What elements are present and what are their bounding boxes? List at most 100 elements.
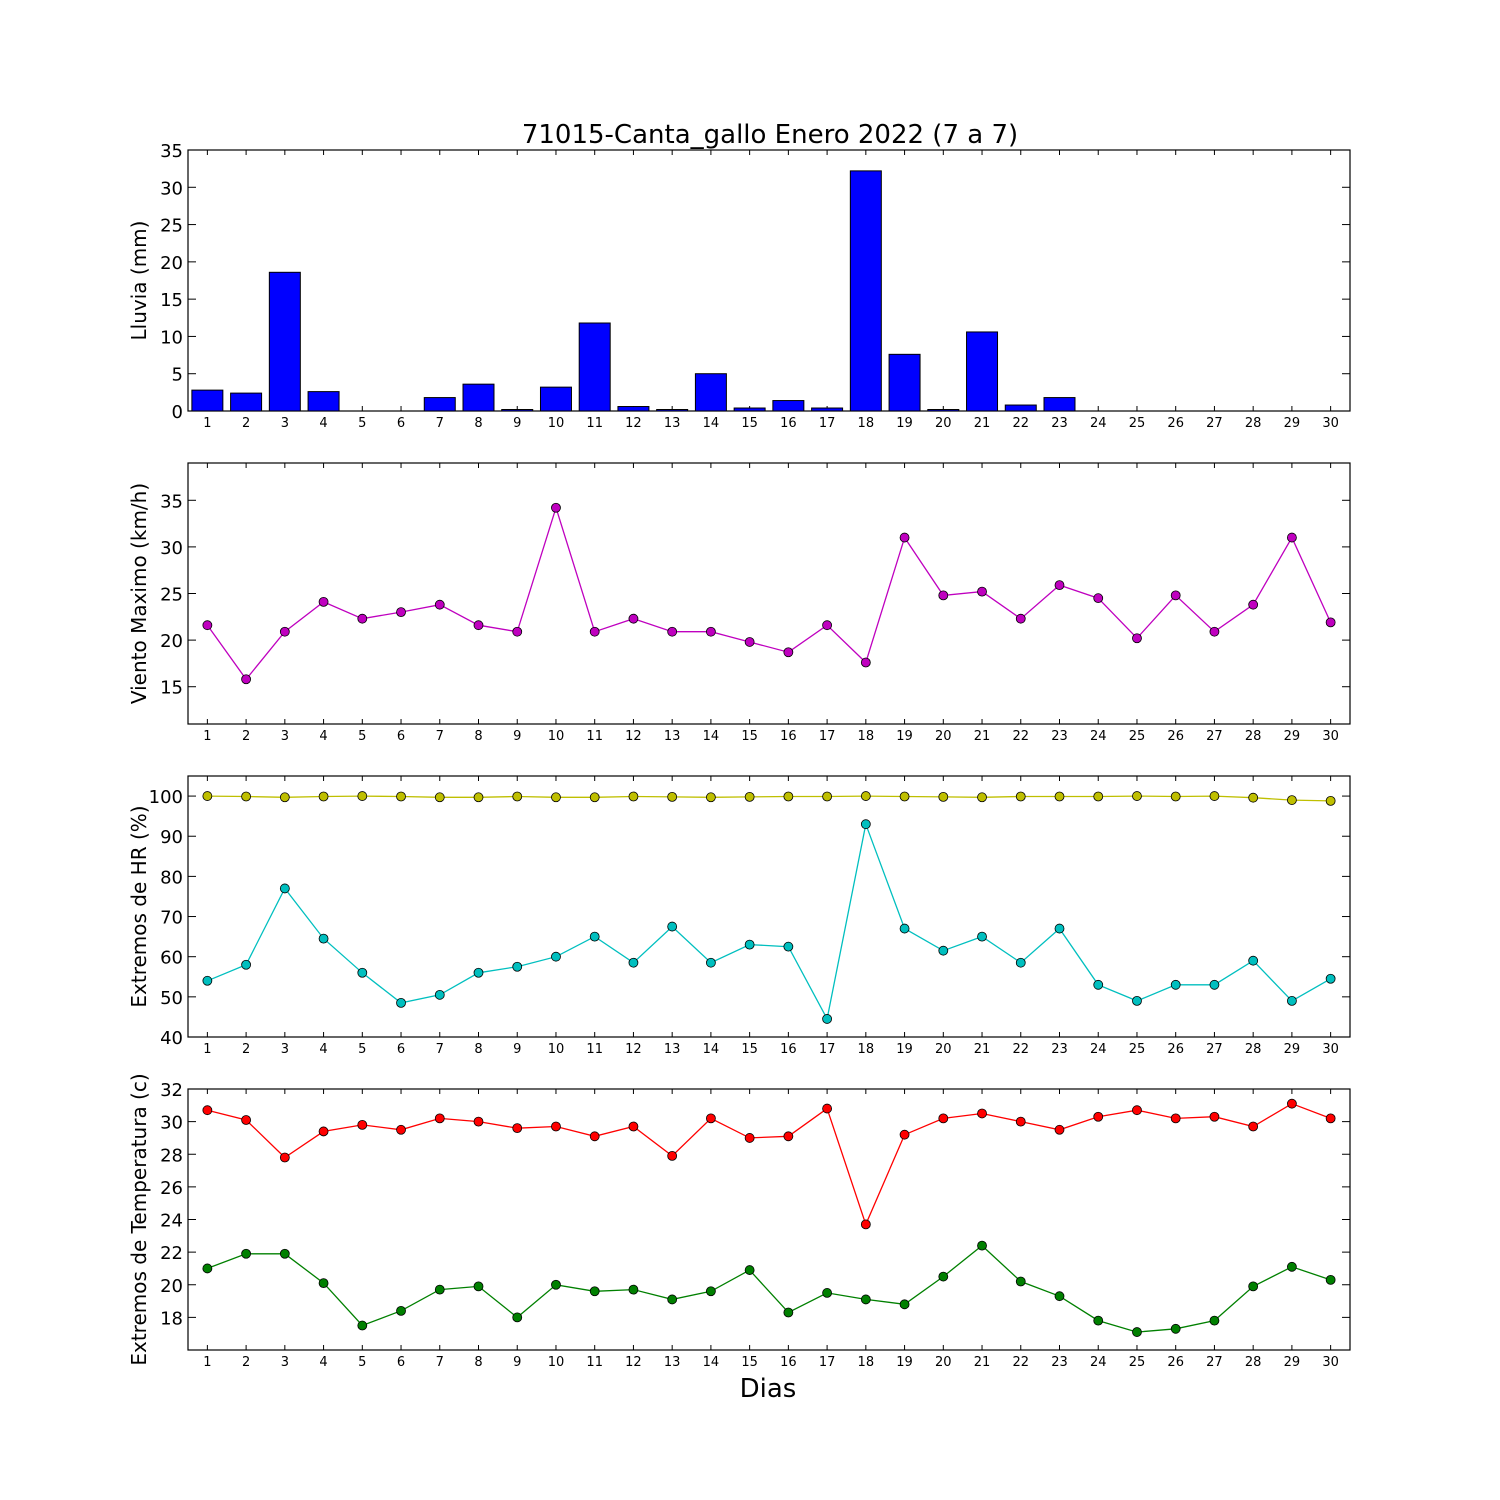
data-point	[318, 1126, 329, 1137]
x-tick-label: 23	[1051, 1355, 1068, 1370]
y-tick-label: 30	[160, 178, 183, 199]
bar	[772, 400, 805, 412]
data-point	[1248, 792, 1259, 803]
data-point	[1015, 1116, 1026, 1127]
x-tick-label: 20	[935, 729, 952, 744]
bar	[811, 407, 844, 412]
x-tick-label: 27	[1206, 729, 1223, 744]
x-tick-label: 25	[1129, 729, 1146, 744]
y-tick-label: 15	[160, 678, 183, 699]
data-point	[822, 1014, 832, 1024]
data-point	[938, 791, 949, 802]
data-point	[667, 791, 678, 802]
x-tick-label: 27	[1206, 416, 1223, 431]
data-point	[938, 590, 949, 601]
data-point	[318, 596, 329, 607]
plot-frame	[187, 775, 1351, 1038]
data-point	[706, 957, 716, 968]
data-point	[357, 967, 368, 978]
x-tick-label: 25	[1129, 1355, 1146, 1370]
y-tick-label: 28	[160, 1145, 183, 1166]
x-tick-label: 6	[397, 1042, 405, 1057]
data-point	[551, 1121, 561, 1132]
x-tick-label: 4	[319, 729, 327, 744]
y-tick-label: 20	[160, 1276, 183, 1297]
data-point	[473, 792, 484, 803]
x-tick-label: 18	[858, 416, 875, 431]
figure-title: 71015-Canta_gallo Enero 2022 (7 a 7)	[522, 120, 1018, 150]
x-tick-label: 23	[1051, 1042, 1068, 1057]
data-point	[860, 1219, 871, 1230]
data-point	[279, 883, 290, 894]
data-point	[202, 791, 213, 801]
data-point	[1248, 599, 1259, 610]
y-tick-label: 30	[160, 1113, 183, 1134]
x-tick-label: 17	[819, 729, 836, 744]
x-tick-label: 20	[935, 416, 952, 431]
x-tick-label: 27	[1206, 1355, 1223, 1370]
data-point	[1015, 957, 1026, 968]
data-point	[241, 1115, 252, 1125]
x-tick-label: 9	[513, 729, 521, 744]
data-point	[860, 657, 871, 668]
data-point	[938, 945, 949, 956]
x-tick-label: 5	[358, 416, 366, 431]
data-point	[899, 532, 910, 543]
data-point	[357, 791, 368, 801]
bar	[694, 373, 727, 412]
x-tick-label: 13	[664, 1355, 681, 1370]
data-point	[473, 967, 484, 978]
data-point	[744, 1133, 755, 1143]
x-tick-label: 13	[664, 416, 681, 431]
x-tick-label: 9	[513, 416, 521, 431]
data-point	[977, 792, 987, 803]
bar	[578, 322, 611, 412]
x-tick-label: 20	[935, 1042, 952, 1057]
x-tick-label: 8	[474, 1042, 482, 1057]
data-point	[1093, 1111, 1104, 1122]
x-tick-label: 28	[1245, 416, 1262, 431]
data-point	[1054, 923, 1065, 934]
data-point	[1287, 1261, 1297, 1272]
data-point	[357, 613, 368, 624]
x-tick-label: 19	[896, 416, 913, 431]
y-tick-label: 0	[172, 402, 183, 423]
data-point	[860, 1294, 871, 1305]
data-point	[1209, 979, 1220, 990]
data-point	[860, 791, 871, 801]
y-tick-label: 35	[160, 141, 183, 162]
x-tick-label: 29	[1284, 416, 1301, 431]
x-tick-label: 1	[203, 1042, 211, 1057]
data-point	[318, 933, 329, 944]
data-point	[977, 1108, 987, 1119]
data-point	[1093, 791, 1104, 802]
y-tick-label: 100	[149, 787, 183, 808]
bar	[656, 409, 689, 412]
data-point	[1170, 1323, 1181, 1334]
data-point	[396, 607, 406, 618]
data-point	[1093, 593, 1104, 604]
data-point	[1093, 979, 1104, 990]
x-tick-label: 24	[1090, 1042, 1107, 1057]
x-tick-label: 21	[974, 729, 991, 744]
y-tick-label: 18	[160, 1308, 183, 1329]
data-point	[241, 674, 252, 685]
y-tick-label: 70	[160, 908, 183, 929]
data-point	[1325, 1113, 1336, 1124]
x-tick-label: 13	[664, 1042, 681, 1057]
x-tick-label: 25	[1129, 416, 1146, 431]
bar	[888, 353, 921, 412]
data-point	[396, 997, 406, 1008]
x-tick-label: 9	[513, 1355, 521, 1370]
y-axis-label: Viento Maximo (km/h)	[127, 483, 151, 704]
x-tick-label: 7	[436, 1355, 444, 1370]
data-point	[744, 791, 755, 802]
x-tick-label: 1	[203, 416, 211, 431]
x-tick-label: 10	[548, 1042, 565, 1057]
data-point	[396, 1305, 406, 1316]
data-point	[1170, 979, 1181, 990]
x-tick-label: 22	[1012, 729, 1029, 744]
y-axis-label: Extremos de HR (%)	[127, 805, 151, 1007]
x-tick-label: 29	[1284, 729, 1301, 744]
